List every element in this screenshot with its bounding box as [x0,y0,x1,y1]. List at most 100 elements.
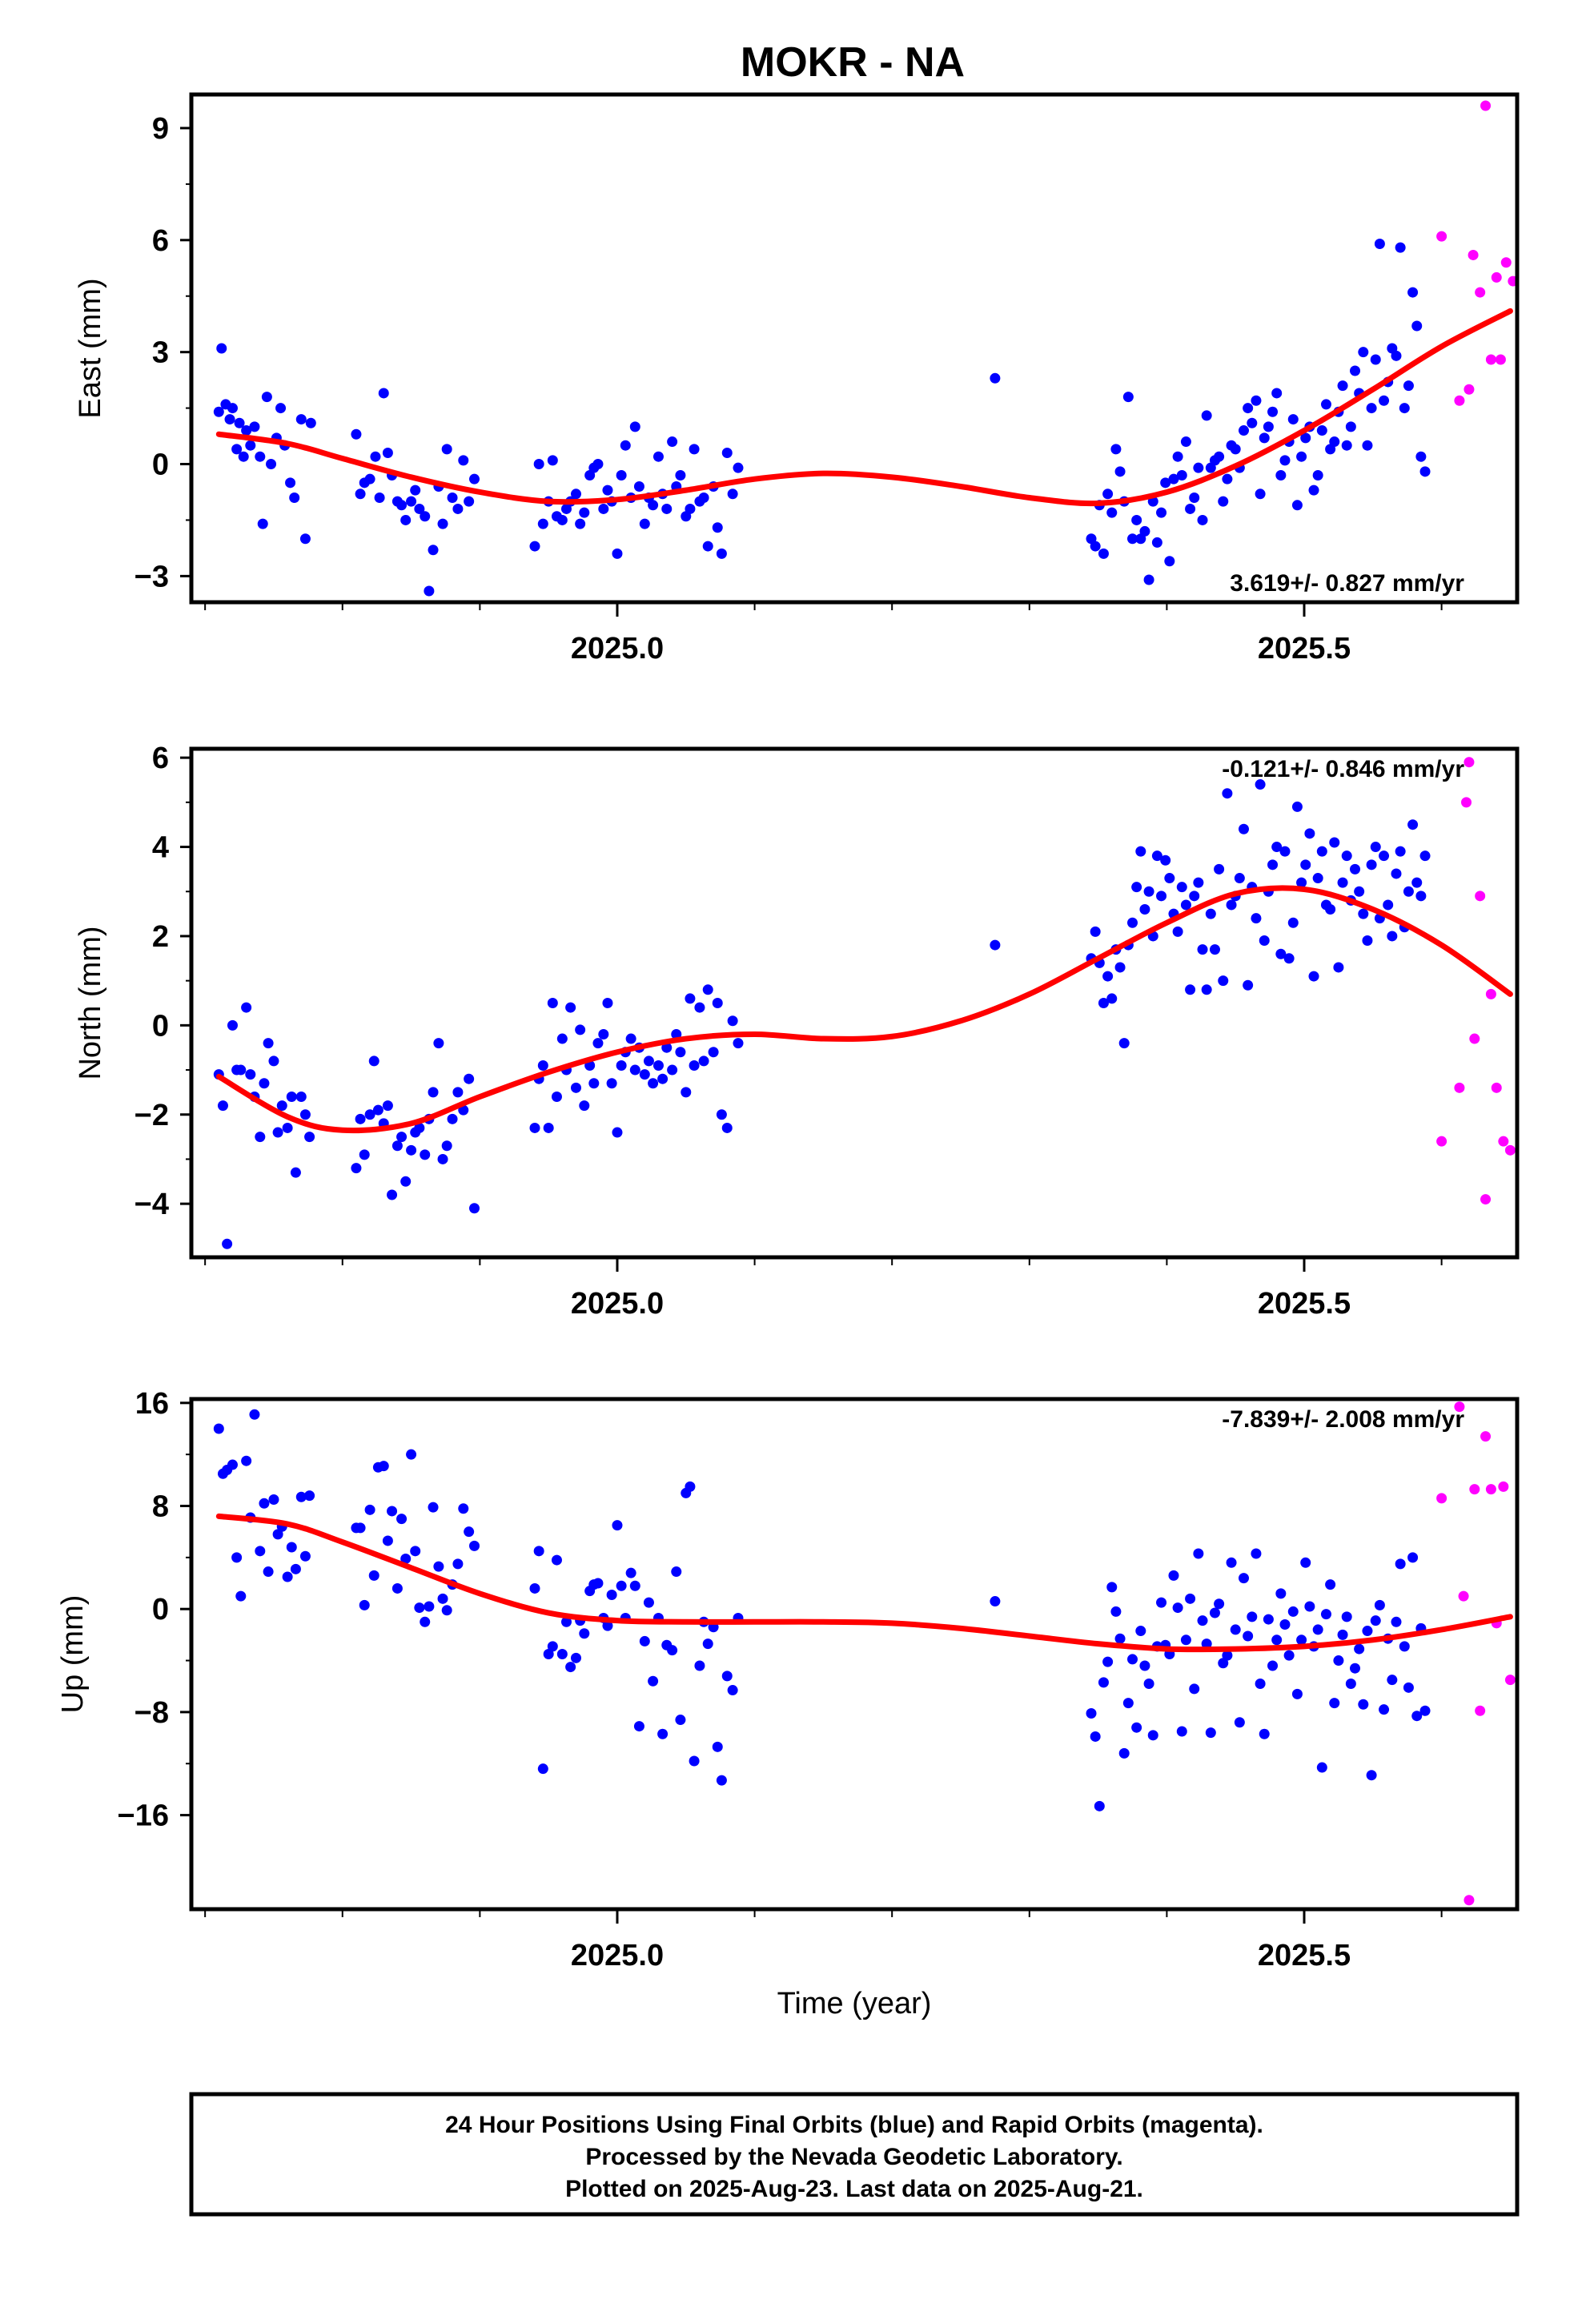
final-point [1106,507,1118,518]
up-final-points [213,1409,1431,1811]
final-point [452,1087,464,1098]
final-point [1291,500,1303,511]
final-point [1419,850,1431,862]
y-tick-label: 16 [135,1387,169,1421]
final-point [1279,455,1291,466]
final-point [213,406,224,417]
final-point [305,417,316,428]
final-point [1267,1660,1279,1671]
final-point [1329,837,1340,848]
final-point [1407,1552,1419,1563]
final-point [263,1566,274,1578]
final-point [469,473,480,485]
final-point [1403,886,1414,897]
final-point [1370,842,1381,853]
final-point [1102,1656,1114,1667]
y-tick-label: 9 [152,112,169,146]
final-point [1118,1038,1130,1049]
final-point [616,1059,627,1071]
final-point [612,1127,623,1138]
final-point [727,1685,738,1696]
final-point [1350,863,1361,875]
north-y-axis-label: North (mm) [74,926,107,1080]
final-point [629,1064,640,1076]
final-point [414,1602,425,1614]
final-point [255,1132,266,1143]
final-point [625,1567,636,1578]
final-point [681,1087,692,1098]
y-tick-label: 6 [152,742,169,775]
final-point [224,414,235,425]
final-point [241,425,252,436]
final-point [1114,466,1126,477]
final-point [1395,1558,1406,1570]
final-point [667,1645,678,1656]
final-point [1222,473,1233,485]
final-point [689,444,700,455]
final-point [231,444,243,455]
final-point [556,514,568,525]
up-frame [189,1397,1520,1912]
final-point [702,541,713,552]
final-point [1366,403,1377,414]
final-point [1214,451,1225,462]
up-panel: −16 −8 0 8 16 2025.0 2025.5 -7.839+/- 2.008 mm/… [56,1387,1520,2020]
x-tick-label: 2025.0 [571,1939,664,1972]
final-point [1383,899,1394,911]
final-point [216,343,227,354]
final-point [716,548,727,559]
north-fit-curve [215,885,1513,1134]
final-point [241,1455,252,1466]
final-point [1243,1630,1254,1642]
rapid-point [1454,1082,1465,1093]
rapid-point [1485,354,1496,365]
final-point [372,1104,383,1116]
rapid-point [1498,1481,1509,1492]
rapid-point [1461,797,1472,808]
final-point [1304,828,1315,839]
final-point [1415,451,1427,462]
final-point [1300,1557,1311,1568]
up-rapid-points [1436,1401,1516,1906]
final-point [575,518,586,529]
final-point [414,1122,425,1133]
final-point [290,1167,301,1178]
final-point [400,1553,412,1564]
rapid-point [1498,1136,1509,1147]
final-point [1106,1582,1118,1593]
final-point [1189,492,1200,503]
final-point [712,998,723,1008]
final-point [570,1082,581,1093]
rapid-point [1495,354,1506,365]
final-point [464,496,475,507]
final-point [1287,414,1299,425]
final-point [667,1064,678,1076]
final-point [1304,1601,1315,1612]
final-point [1172,926,1183,937]
final-point [1135,846,1146,857]
final-point [286,1542,297,1553]
final-point [1411,877,1423,888]
final-point [1185,984,1196,995]
final-point [452,1558,464,1570]
final-point [547,455,558,466]
final-point [410,485,421,496]
final-point [1271,842,1283,853]
final-point [1197,1615,1208,1626]
final-point [1345,1678,1356,1689]
final-point [565,1002,576,1013]
y-tick-label: −8 [135,1696,169,1730]
final-point [1341,850,1352,862]
final-point [396,1132,408,1143]
final-point [1411,320,1423,332]
final-point [1122,1698,1134,1709]
final-point [1337,1629,1348,1640]
final-point [1263,1614,1274,1625]
final-point [406,1144,417,1156]
final-point [259,1078,270,1089]
x-tick-label: 2025.5 [1258,1287,1351,1321]
final-point [268,1055,279,1067]
final-point [1341,440,1352,451]
final-point [1102,971,1114,982]
north-rapid-points [1436,757,1516,1205]
